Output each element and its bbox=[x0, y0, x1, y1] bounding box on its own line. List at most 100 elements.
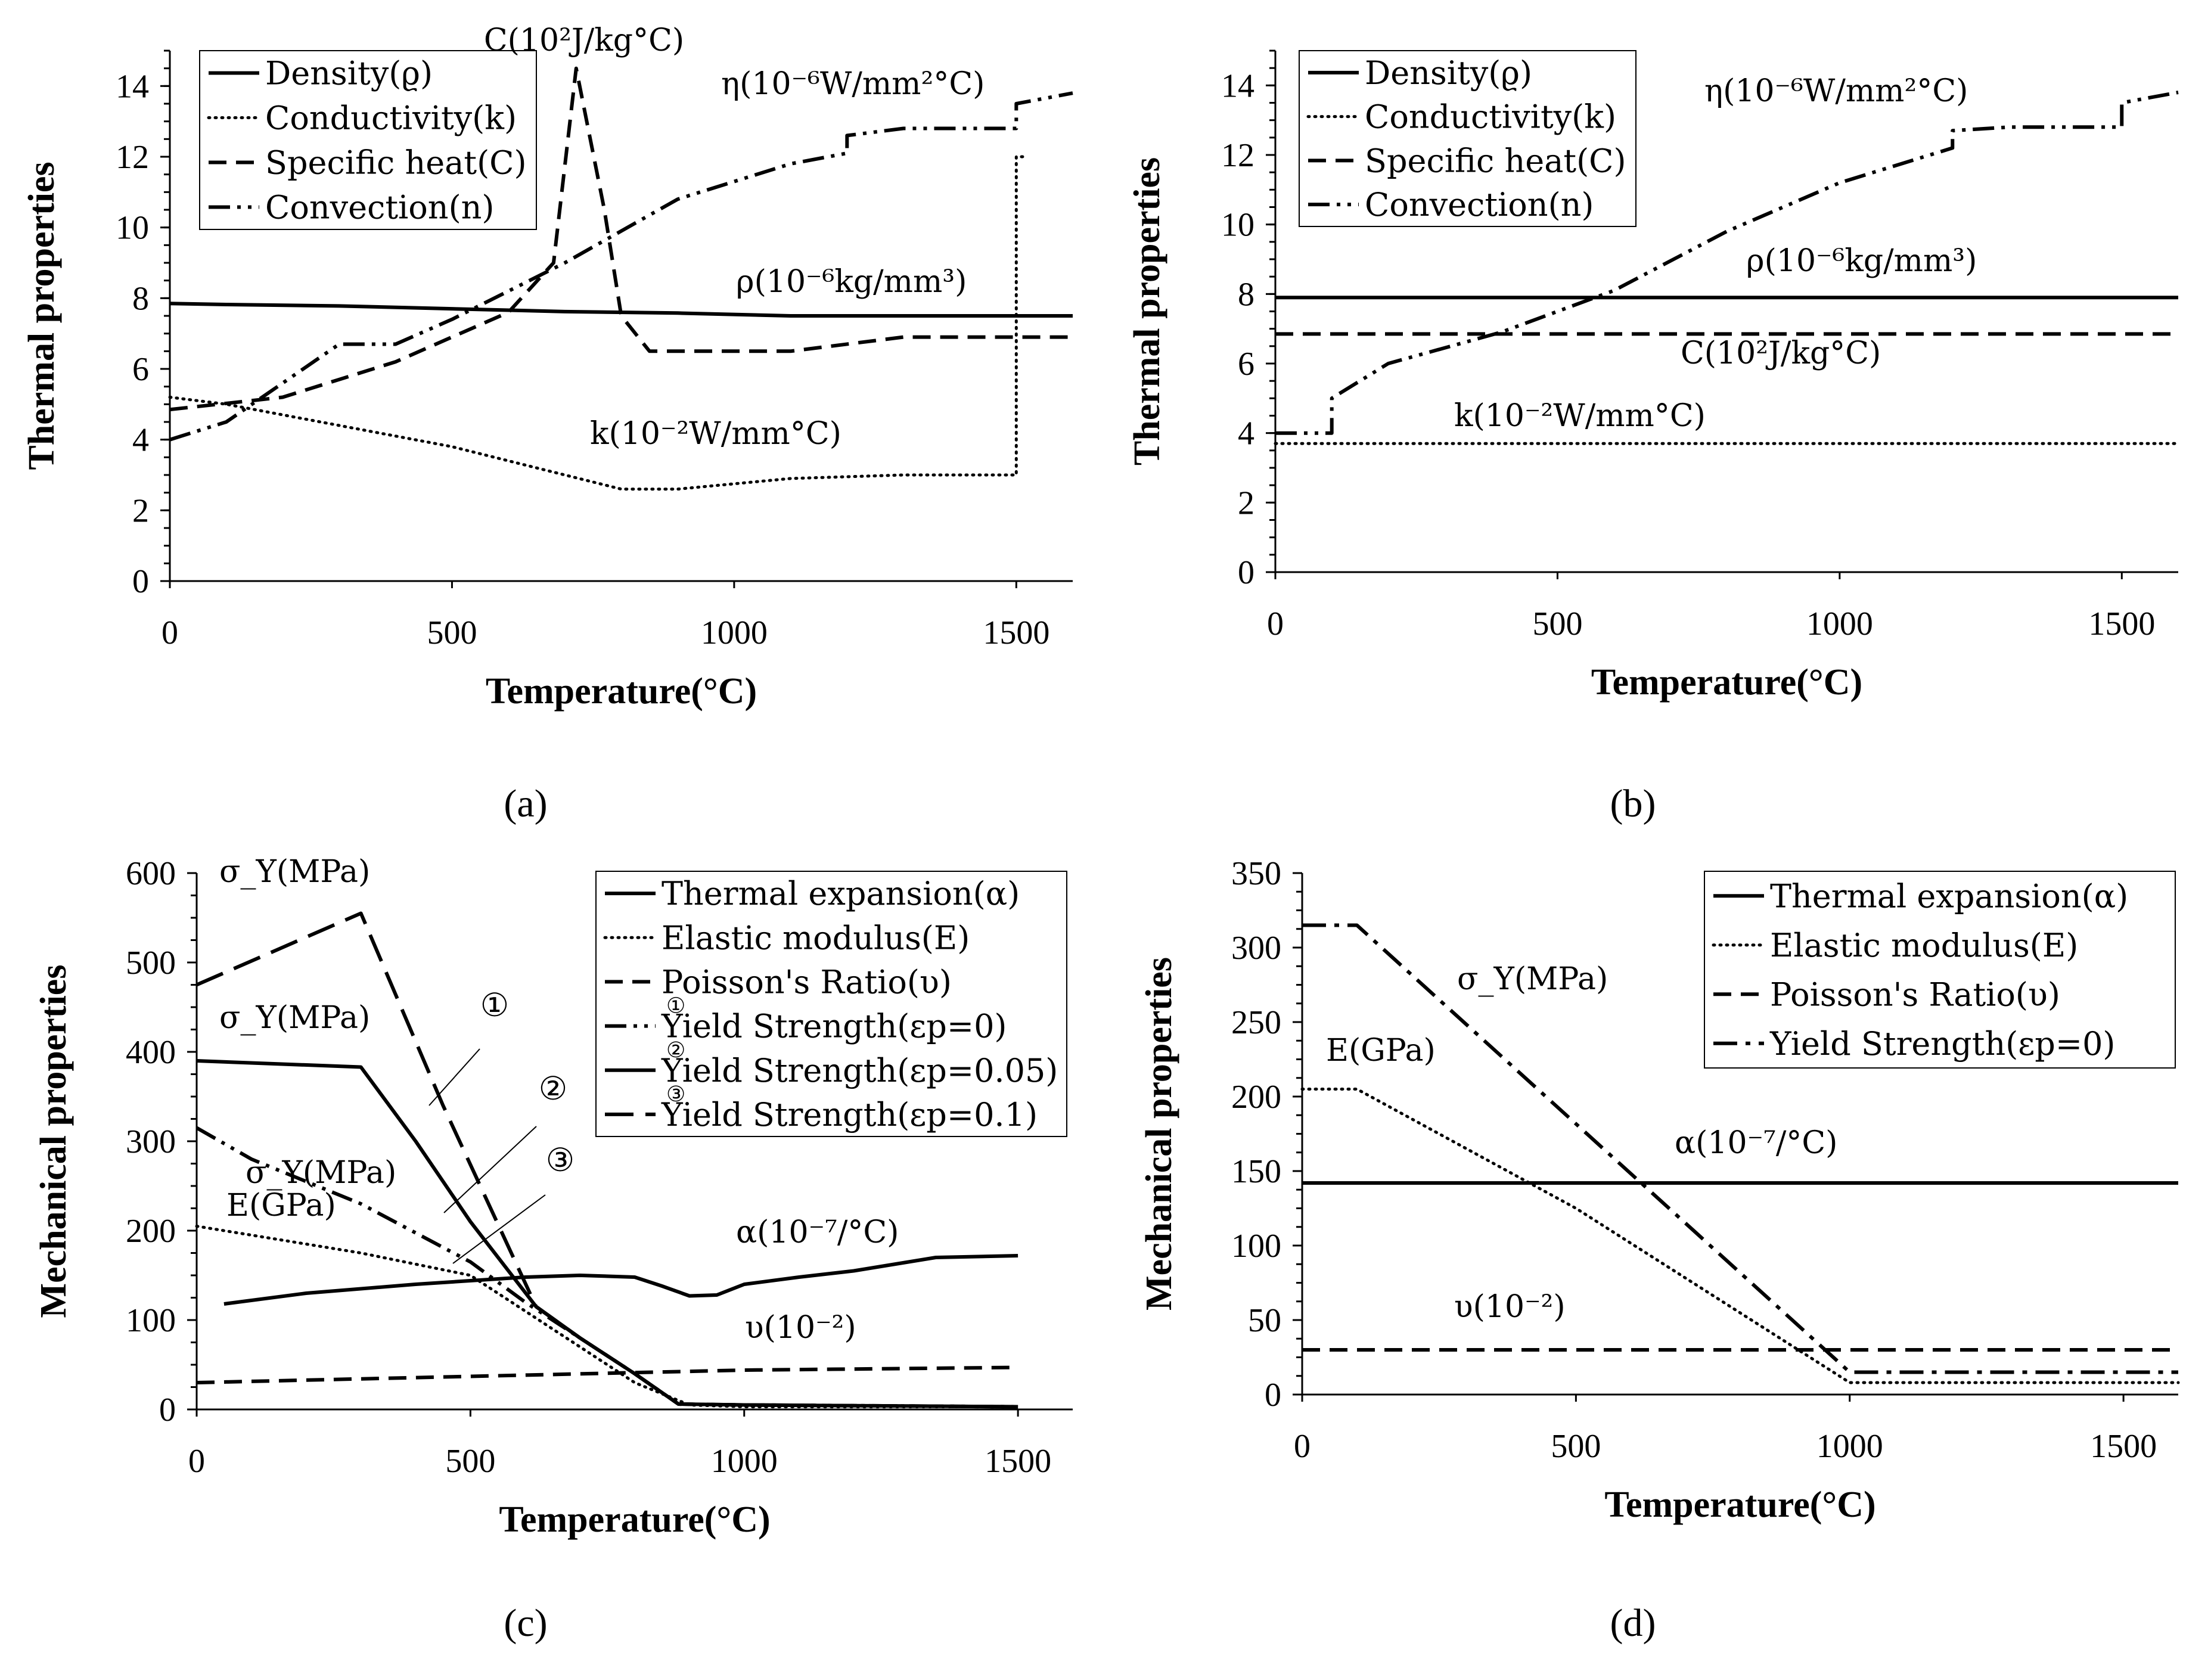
y-tick-label: 100 bbox=[126, 1302, 176, 1339]
annotation: υ(10⁻²) bbox=[745, 1310, 856, 1346]
y-tick-label: 10 bbox=[1221, 207, 1254, 244]
y-tick-label: 300 bbox=[1231, 930, 1281, 967]
legend-label: Yield Strength(εp=0.05) bbox=[661, 1052, 1058, 1089]
x-tick-label: 1500 bbox=[2088, 605, 2155, 642]
x-tick-label: 0 bbox=[1294, 1428, 1311, 1465]
legend-label: Elastic modulus(E) bbox=[662, 919, 970, 957]
legend-label: Convection(n) bbox=[1365, 186, 1594, 223]
y-tick-label: 0 bbox=[159, 1392, 176, 1429]
y-tick-label: 14 bbox=[1221, 67, 1254, 104]
annotation: α(10⁻⁷/°C) bbox=[1675, 1125, 1837, 1161]
x-tick-label: 0 bbox=[1267, 605, 1284, 642]
x-tick-label: 1000 bbox=[711, 1443, 778, 1480]
legend-label: Poisson's Ratio(υ) bbox=[662, 963, 952, 1001]
series-line-2 bbox=[195, 1225, 1020, 1408]
y-tick-label: 4 bbox=[132, 422, 149, 459]
annotation: σ_Y(MPa) bbox=[219, 1000, 370, 1036]
annotation: σ_Y(MPa) bbox=[246, 1155, 396, 1191]
y-tick-label: 300 bbox=[126, 1123, 176, 1160]
y-tick-label: 100 bbox=[1231, 1228, 1281, 1265]
x-tick-label: 1000 bbox=[1816, 1428, 1883, 1465]
panel-label: (d) bbox=[1610, 1601, 1656, 1645]
x-tick-label: 1000 bbox=[701, 614, 768, 651]
y-tick-label: 2 bbox=[132, 492, 149, 529]
series-line-4 bbox=[1275, 91, 2179, 435]
x-tick-label: 0 bbox=[162, 614, 178, 651]
y-tick-label: 14 bbox=[116, 68, 149, 105]
legend: Thermal expansion(α) Elastic modulus(E) Po… bbox=[1704, 871, 2176, 1069]
x-tick-label: 0 bbox=[188, 1443, 205, 1480]
x-tick-label: 1000 bbox=[1806, 605, 1873, 642]
curve-marker: ③ bbox=[546, 1141, 575, 1179]
legend-box bbox=[1704, 871, 2176, 1069]
legend-label: Elastic modulus(E) bbox=[1770, 927, 2078, 964]
series-line-2 bbox=[1300, 1088, 2180, 1384]
y-tick-label: 6 bbox=[1238, 346, 1254, 383]
y-tick-label: 150 bbox=[1231, 1153, 1281, 1190]
x-tick-label: 500 bbox=[427, 614, 477, 651]
x-tick-label: 500 bbox=[445, 1443, 495, 1480]
curve-marker: ② bbox=[539, 1070, 567, 1107]
chart-panel-b: 0 500 1000 1500 0 2 4 6 8 10 12 14 Temperature(°C) Th… bbox=[1127, 49, 2180, 825]
series-line-3 bbox=[169, 66, 1073, 412]
y-axis-title: Thermal properties bbox=[1127, 157, 1167, 465]
legend-label: Convection(n) bbox=[265, 189, 495, 226]
y-tick-label: 4 bbox=[1238, 415, 1254, 452]
x-tick-label: 500 bbox=[1551, 1428, 1601, 1465]
x-tick-label: 1500 bbox=[983, 614, 1049, 651]
legend-label: Conductivity(k) bbox=[1365, 98, 1616, 136]
leader-line bbox=[443, 1126, 537, 1213]
y-axis-title: Mechanical properties bbox=[33, 965, 74, 1318]
y-tick-label: 400 bbox=[126, 1034, 176, 1071]
curve-marker: ① bbox=[480, 986, 509, 1024]
annotation: C(10²J/kg°C) bbox=[484, 23, 684, 58]
legend-marker: ① bbox=[666, 994, 685, 1018]
panel-label: (c) bbox=[504, 1601, 547, 1645]
x-tick-label: 1500 bbox=[985, 1443, 1051, 1480]
y-axis-title: Mechanical properties bbox=[1139, 957, 1179, 1311]
y-tick-label: 0 bbox=[132, 563, 149, 600]
legend: Density(ϱ) Conductivity(k) Specific heat(C… bbox=[199, 50, 537, 230]
legend-box bbox=[1299, 50, 1636, 227]
series-line-6 bbox=[195, 911, 1018, 1409]
x-axis-title: Temperature(°C) bbox=[1591, 662, 1862, 703]
y-tick-label: 8 bbox=[132, 280, 149, 317]
legend-label: Thermal expansion(α) bbox=[1770, 877, 2128, 915]
x-axis-title: Temperature(°C) bbox=[499, 1499, 770, 1540]
legend-label: Poisson's Ratio(υ) bbox=[1770, 976, 2060, 1013]
y-tick-label: 12 bbox=[1221, 137, 1254, 174]
chart-panel-a: 0 500 1000 1500 0 2 4 6 8 10 12 14 Temperature(°C) Th… bbox=[21, 23, 1073, 825]
panel-label: (b) bbox=[1610, 782, 1656, 825]
y-tick-label: 0 bbox=[1265, 1377, 1281, 1414]
series-line-4 bbox=[1302, 923, 2178, 1374]
annotation: υ(10⁻²) bbox=[1454, 1289, 1566, 1325]
y-axis-title: Thermal properties bbox=[21, 162, 62, 470]
panel-label: (a) bbox=[504, 782, 547, 825]
annotation: C(10²J/kg°C) bbox=[1681, 336, 1881, 371]
y-tick-label: 500 bbox=[126, 945, 176, 982]
leader-line bbox=[452, 1194, 546, 1264]
annotation: α(10⁻⁷/°C) bbox=[736, 1215, 899, 1250]
annotation: E(GPa) bbox=[1326, 1033, 1436, 1069]
x-axis-title: Temperature(°C) bbox=[1604, 1485, 1875, 1525]
annotation: η(10⁻⁶W/mm²°C) bbox=[721, 66, 985, 102]
annotation: E(GPa) bbox=[226, 1188, 336, 1223]
series-line-1 bbox=[223, 1254, 1018, 1306]
annotation: σ_Y(MPa) bbox=[219, 854, 370, 890]
chart-panel-c: 0 500 1000 1500 0 100 200 300 400 500 600 Temperatu… bbox=[33, 854, 1073, 1645]
y-tick-label: 8 bbox=[1238, 276, 1254, 313]
y-tick-label: 600 bbox=[126, 855, 176, 892]
y-tick-label: 200 bbox=[126, 1213, 176, 1250]
y-tick-label: 12 bbox=[116, 139, 149, 176]
leader-line bbox=[428, 1048, 480, 1106]
y-tick-label: 10 bbox=[116, 210, 149, 247]
legend-label: Yield Strength(εp=0) bbox=[1769, 1025, 2116, 1063]
annotation: ρ(10⁻⁶kg/mm³) bbox=[736, 264, 967, 300]
legend-marker: ② bbox=[666, 1038, 685, 1063]
annotation: η(10⁻⁶W/mm²°C) bbox=[1704, 73, 1968, 109]
annotation: k(10⁻²W/mm°C) bbox=[1454, 398, 1706, 434]
y-tick-label: 350 bbox=[1231, 855, 1281, 892]
y-tick-label: 6 bbox=[132, 351, 149, 388]
chart-panel-d: 0 500 1000 1500 0 50 100 150 200 250 300 350 Tempera… bbox=[1139, 855, 2180, 1645]
